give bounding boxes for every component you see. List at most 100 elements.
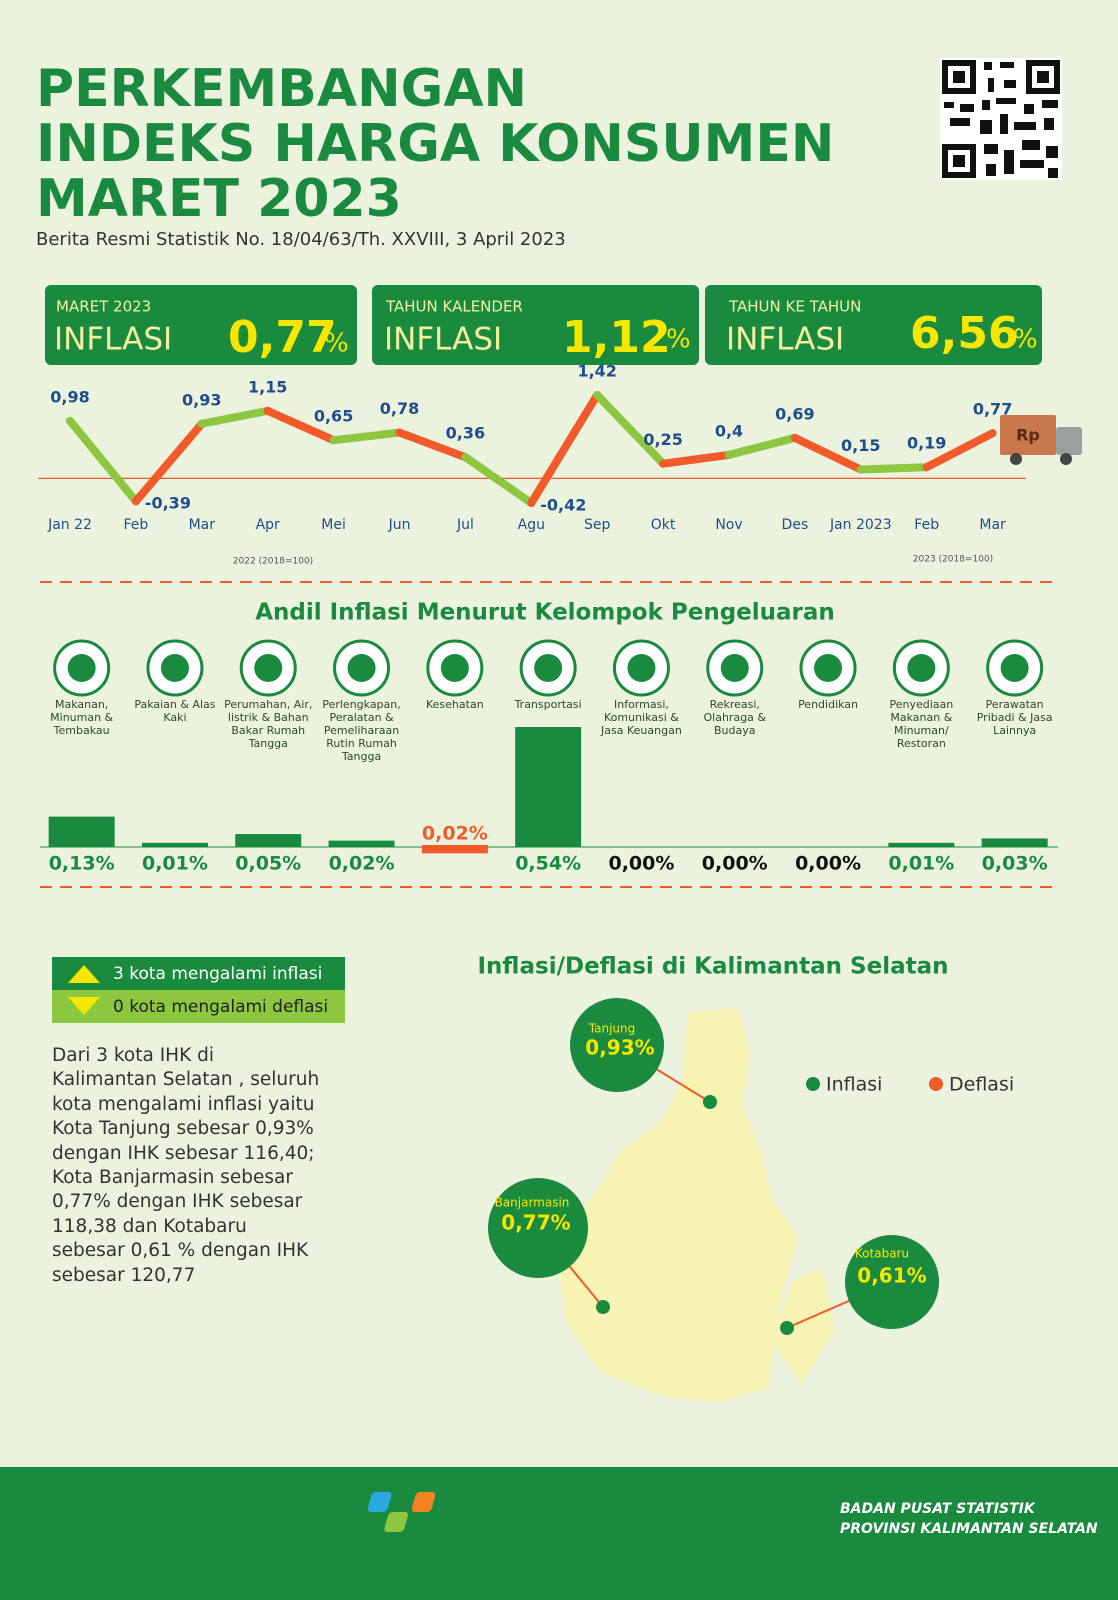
city-dot (703, 1095, 717, 1109)
data-label: 0,05% (235, 853, 301, 875)
category-label: Pakaian & Alas Kaki (134, 698, 216, 724)
x-tick-label: Jul (456, 517, 474, 533)
note: 2022 (2018=100) (233, 557, 313, 567)
city-dot (596, 1300, 610, 1314)
summary-text: Dari 3 kota IHK di Kalimantan Selatan , … (52, 1045, 320, 1286)
data-label: 0,65 (314, 407, 353, 426)
card-value: 1,12 (562, 312, 671, 363)
card-unit: % (324, 329, 349, 359)
card-label: INFLASI (384, 322, 502, 358)
category-label: Perawatan Pribadi & Jasa Lainnya (976, 698, 1053, 737)
data-label: 0,93 (182, 390, 221, 409)
point (593, 391, 602, 399)
line-segment (66, 416, 140, 506)
truck: Rp (1000, 415, 1082, 465)
category-label: Makanan, Minuman & Tembakau (50, 698, 114, 737)
category-icon-inner (160, 654, 189, 682)
line-segment (725, 433, 799, 459)
category-icon-inner (814, 654, 843, 682)
data-label: -0,39 (145, 494, 191, 513)
city-bubble (570, 998, 664, 1092)
note: 2023 (2018=100) (913, 555, 993, 565)
map-island (772, 1268, 834, 1384)
card-value: 0,77 (228, 312, 337, 363)
category-icon-inner (347, 654, 376, 682)
category-icon-inner (254, 654, 283, 682)
card-unit: % (1013, 325, 1038, 355)
x-tick-label: Jun (388, 517, 411, 533)
category-label: Kesehatan (426, 698, 484, 711)
card-unit: % (666, 325, 691, 355)
bar (421, 845, 488, 854)
city-bubble (488, 1178, 588, 1278)
line-segment (659, 450, 733, 468)
city-dot (780, 1321, 794, 1335)
city-name: Tanjung (588, 1022, 635, 1036)
card-label: INFLASI (54, 322, 172, 358)
logo (367, 1492, 436, 1532)
data-label: 1,15 (248, 377, 287, 396)
data-label: 0,13% (49, 853, 115, 875)
x-tick-label: Des (782, 517, 809, 533)
bar (141, 842, 208, 847)
bar (48, 816, 115, 847)
x-tick-label: Jan 22 (47, 517, 92, 533)
data-label: 0,77 (973, 400, 1012, 419)
x-tick-label: Agu (518, 517, 545, 533)
section-title: Andil Inflasi Menurut Kelompok Pengeluar… (255, 600, 835, 626)
category-label: Transportasi (514, 698, 582, 711)
title-line: MARET 2023 (36, 169, 402, 229)
point (395, 428, 404, 437)
x-tick-label: Nov (715, 517, 742, 533)
x-tick-label: Mar (189, 517, 216, 533)
footer-line: BADAN PUSAT STATISTIK (840, 1501, 1036, 1517)
bar (328, 840, 395, 847)
line-segment (461, 453, 536, 507)
point (461, 453, 470, 462)
inflation-box (52, 957, 345, 990)
bar (235, 834, 302, 847)
x-tick-label: Mei (321, 517, 346, 533)
data-label: 0,02% (329, 853, 395, 875)
data-label: 0,03% (982, 853, 1048, 875)
category-icon-inner (907, 654, 936, 682)
data-label: 0,25 (643, 430, 682, 449)
card-period: TAHUN KALENDER (385, 298, 523, 316)
card (705, 285, 1042, 365)
data-label: 0,02% (422, 823, 488, 845)
data-label: 0,4 (715, 421, 743, 440)
data-label: 0,69 (775, 404, 814, 423)
wheel (1060, 453, 1072, 465)
x-tick-label: Feb (124, 517, 149, 533)
category-icon-inner (534, 654, 563, 682)
point (527, 499, 536, 507)
legend-label: Deflasi (949, 1074, 1014, 1096)
category-label: Informasi, Komunikasi & Jasa Keuangan (601, 698, 682, 737)
point (659, 459, 668, 468)
point (197, 419, 206, 428)
legend-dot (929, 1077, 943, 1091)
subtitle: Berita Resmi Statistik No. 18/04/63/Th. … (36, 229, 566, 250)
category-label: Perumahan, Air, listrik & Bahan Bakar Ru… (224, 698, 313, 750)
category-icon-inner (67, 654, 96, 682)
data-label: 0,19 (907, 434, 946, 453)
legend-dot (806, 1077, 820, 1091)
line-segment (263, 406, 338, 445)
bar (981, 838, 1048, 847)
map-title: Inflasi/Deflasi di Kalimantan Selatan (478, 954, 949, 980)
deflation-count: 0 kota mengalami deflasi (113, 997, 328, 1017)
city-value: 0,61% (857, 1264, 926, 1288)
point (263, 406, 272, 415)
truck-box (1000, 415, 1056, 455)
line-segment (790, 433, 865, 474)
data-label: 1,42 (577, 362, 616, 381)
line-segment (527, 391, 602, 507)
data-label: 0,98 (50, 387, 89, 406)
point (329, 436, 338, 445)
data-label: 0,15 (841, 436, 880, 455)
data-label: 0,00% (608, 853, 674, 875)
data-label: 0,00% (795, 853, 861, 875)
x-tick-label: Okt (651, 517, 676, 533)
city-name: Kotabaru (855, 1247, 909, 1261)
